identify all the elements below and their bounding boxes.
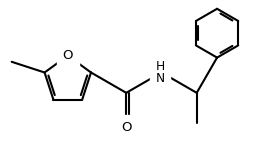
Text: H
N: H N (156, 60, 165, 85)
Text: O: O (63, 49, 73, 62)
Text: O: O (121, 121, 131, 134)
